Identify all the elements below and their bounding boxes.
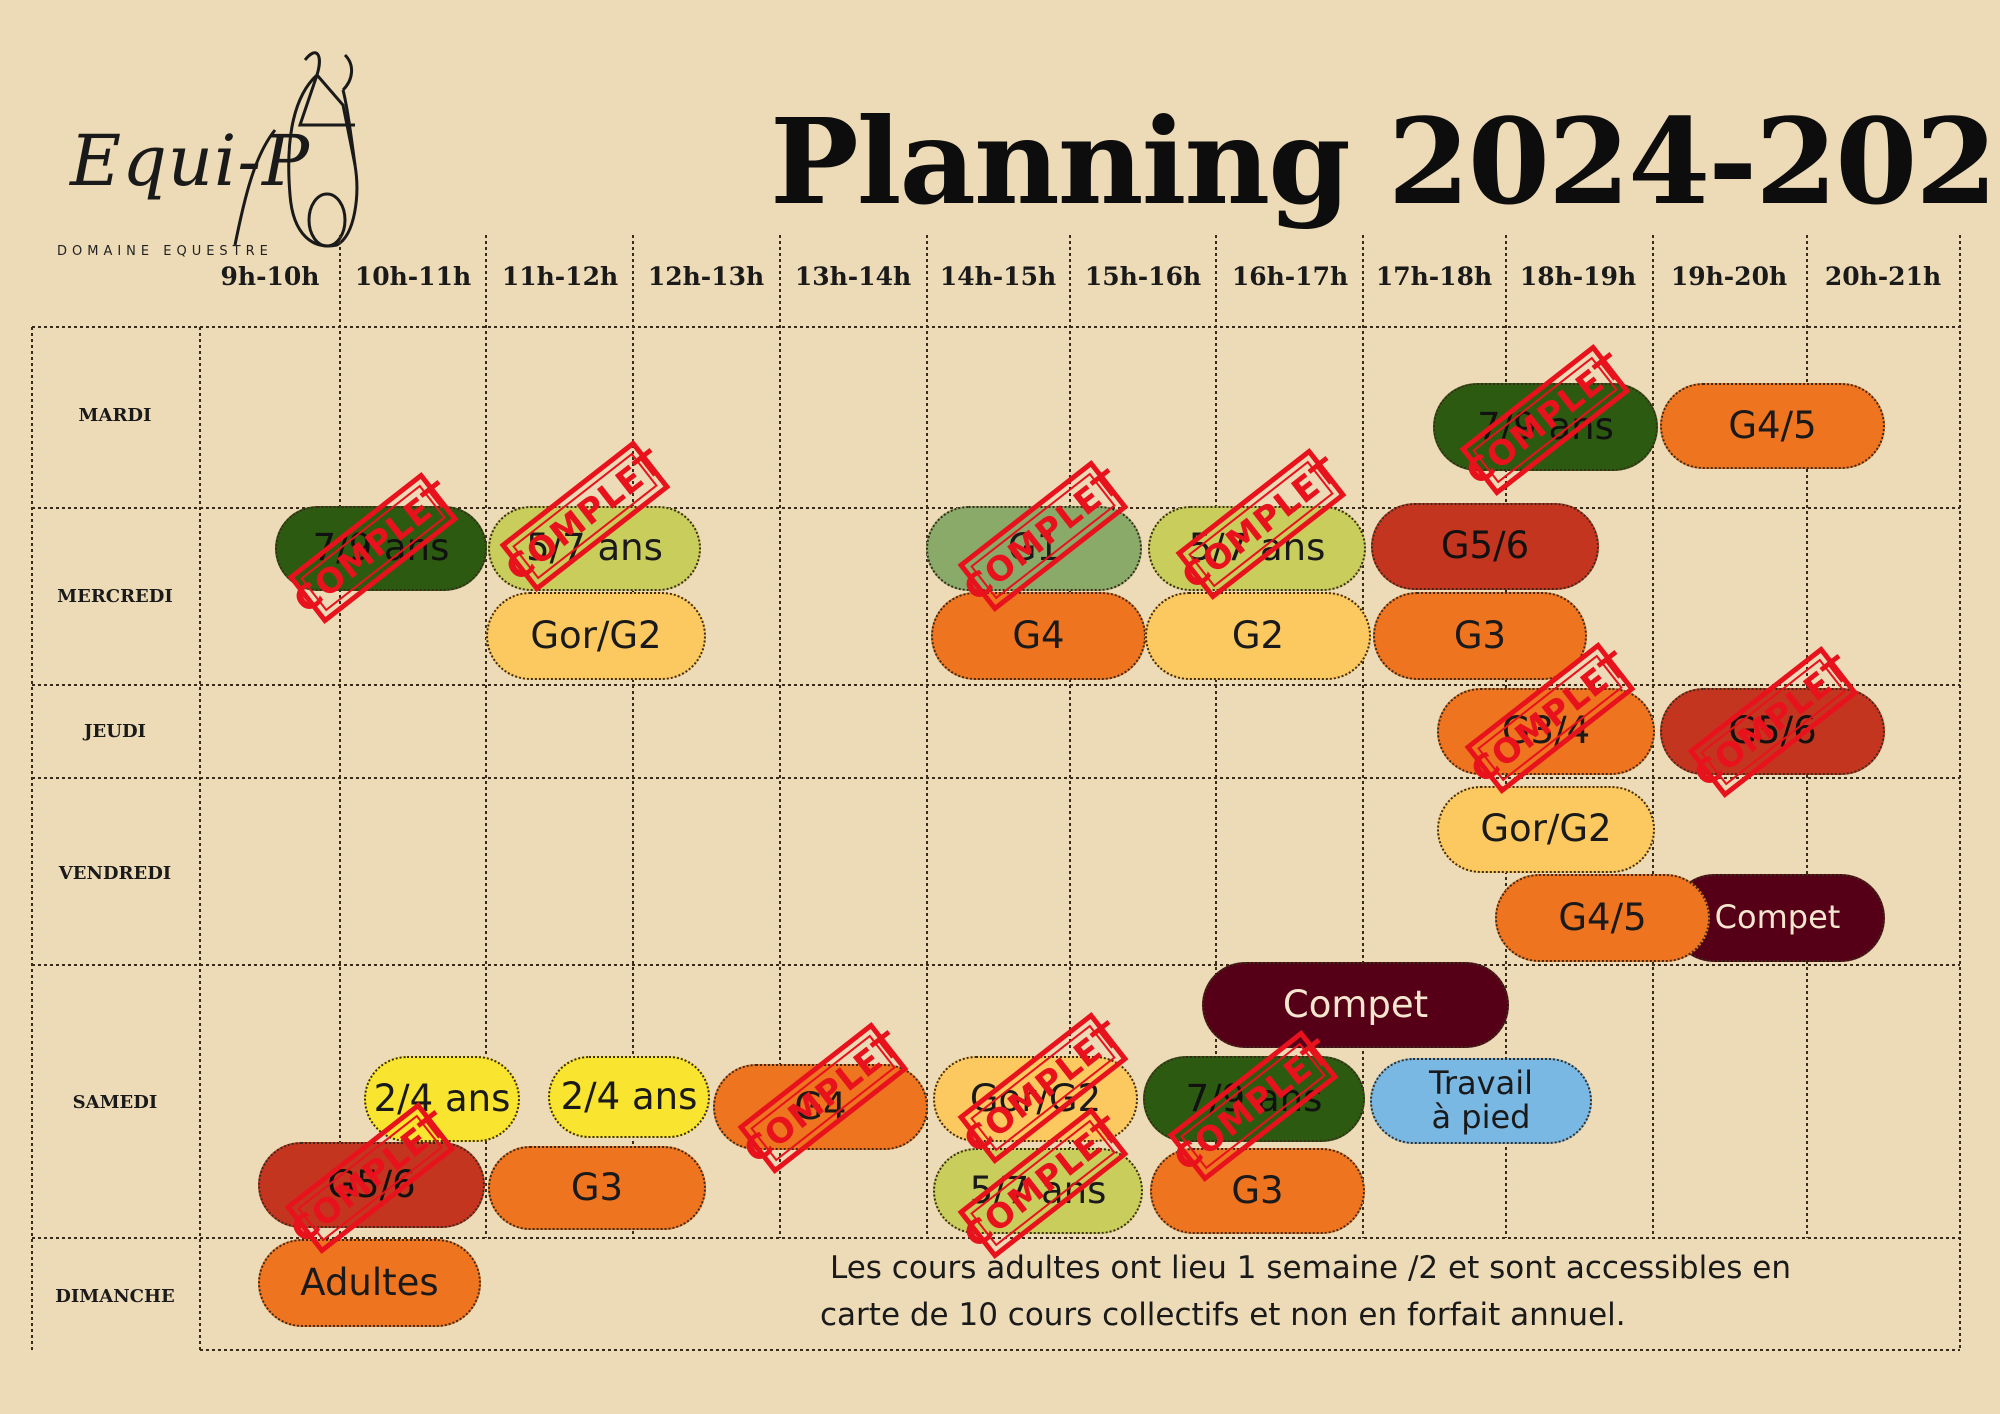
hour-header: 13h-14h — [794, 262, 912, 291]
course-pill: G5/6 — [1371, 503, 1599, 590]
day-label-dimanche: DIMANCHE — [55, 1286, 175, 1307]
course-pill: G3 — [488, 1146, 706, 1230]
note-line-2: carte de 10 cours collectifs et non en f… — [820, 1297, 1626, 1333]
horse-head-icon — [233, 51, 359, 248]
course-pill: G4/5 — [1495, 874, 1710, 962]
course-pill: G4 — [931, 592, 1146, 680]
course-pill: G3 — [1373, 592, 1587, 680]
hour-header: 10h-11h — [354, 262, 472, 291]
logo-name: Equi-P — [70, 120, 311, 202]
hour-header: 18h-19h — [1519, 262, 1637, 291]
course-pill: Gor/G2 — [486, 592, 706, 680]
course-pill: Travail à pied — [1370, 1058, 1592, 1144]
hour-header: 12h-13h — [647, 262, 765, 291]
course-pill: Gor/G2 — [1437, 786, 1655, 873]
day-label-mardi: MARDI — [78, 405, 152, 426]
hour-header: 9h-10h — [220, 262, 320, 291]
course-pill: G4/5 — [1660, 383, 1885, 469]
hour-header: 20h-21h — [1824, 262, 1942, 291]
course-pill: 2/4 ans — [548, 1056, 710, 1138]
course-pill: Adultes — [258, 1239, 481, 1327]
page-title: Planning 2024-2025 — [770, 92, 2000, 231]
logo-subtitle: DOMAINE EQUESTRE — [57, 244, 273, 259]
day-label-jeudi: JEUDI — [84, 721, 146, 742]
hour-header: 14h-15h — [939, 262, 1057, 291]
hour-header: 17h-18h — [1375, 262, 1493, 291]
day-label-vendredi: VENDREDI — [58, 863, 172, 884]
adult-courses-note: Les cours adultes ont lieu 1 semaine /2 … — [820, 1245, 1791, 1339]
hour-header: 19h-20h — [1670, 262, 1788, 291]
hour-header: 11h-12h — [501, 262, 619, 291]
course-pill: Compet — [1202, 962, 1509, 1048]
hour-header: 15h-16h — [1084, 262, 1202, 291]
hour-header: 16h-17h — [1231, 262, 1349, 291]
day-label-mercredi: MERCREDI — [57, 586, 173, 607]
day-label-samedi: SAMEDI — [72, 1092, 158, 1113]
note-line-1: Les cours adultes ont lieu 1 semaine /2 … — [830, 1250, 1792, 1286]
course-pill: G2 — [1145, 592, 1371, 680]
